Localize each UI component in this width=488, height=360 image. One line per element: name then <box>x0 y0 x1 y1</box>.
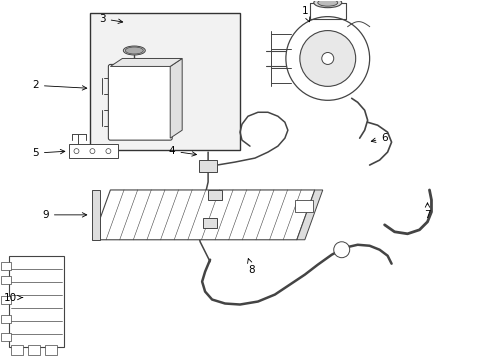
Text: 3: 3 <box>99 14 122 24</box>
Bar <box>203 218 217 228</box>
Polygon shape <box>170 58 182 138</box>
Text: 9: 9 <box>42 210 86 220</box>
Bar <box>0 333 11 341</box>
Text: 4: 4 <box>168 146 196 156</box>
Ellipse shape <box>123 46 145 55</box>
Bar <box>92 190 100 240</box>
Circle shape <box>299 31 355 86</box>
Circle shape <box>106 149 111 154</box>
Bar <box>68 144 118 158</box>
Text: 8: 8 <box>247 258 255 275</box>
Text: 10: 10 <box>4 293 23 302</box>
Bar <box>9 256 63 347</box>
Circle shape <box>285 17 369 100</box>
Bar <box>208 190 222 200</box>
Circle shape <box>90 149 95 154</box>
Text: 6: 6 <box>370 133 387 143</box>
Text: 7: 7 <box>423 203 430 220</box>
Bar <box>0 276 11 284</box>
Bar <box>44 345 57 355</box>
Circle shape <box>74 149 79 154</box>
Bar <box>11 345 22 355</box>
Ellipse shape <box>313 0 341 8</box>
Circle shape <box>321 53 333 64</box>
Bar <box>90 13 240 150</box>
Ellipse shape <box>317 0 337 6</box>
Bar <box>0 262 11 270</box>
Text: 2: 2 <box>32 80 86 90</box>
Ellipse shape <box>125 47 143 54</box>
Text: 5: 5 <box>32 148 65 158</box>
Bar <box>294 200 312 212</box>
Text: 1: 1 <box>301 6 309 22</box>
Bar <box>0 296 11 303</box>
Polygon shape <box>110 58 182 67</box>
Circle shape <box>333 242 349 258</box>
Bar <box>27 345 40 355</box>
Bar <box>199 160 217 172</box>
Polygon shape <box>296 190 322 240</box>
Bar <box>0 315 11 323</box>
FancyBboxPatch shape <box>108 64 172 140</box>
Polygon shape <box>92 190 314 240</box>
